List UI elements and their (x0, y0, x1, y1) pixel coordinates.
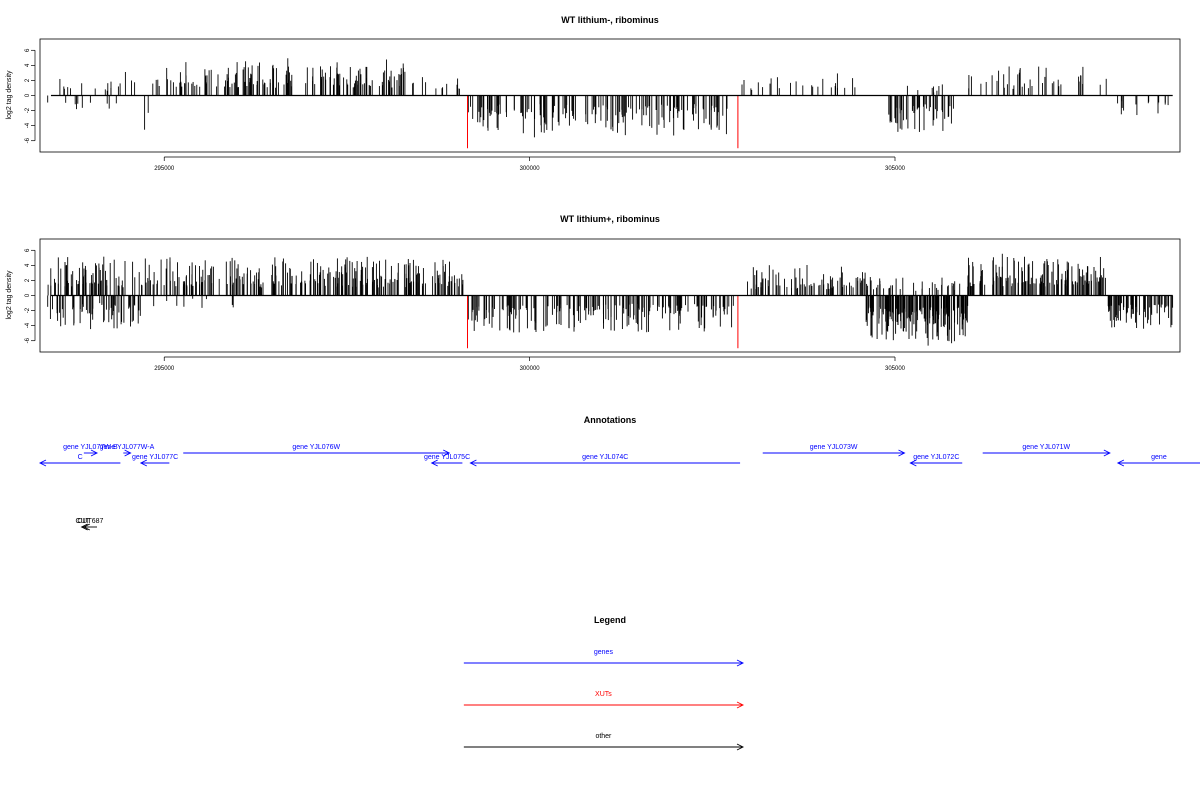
annotation-arrowhead (1103, 449, 1111, 457)
legend-item: genes (463, 649, 745, 667)
annotation-feature: gene YJL073W (762, 444, 906, 457)
y-tick-label: -2 (25, 307, 31, 313)
annotation-arrowhead (469, 459, 477, 467)
annotation-label: gene YJL073W (810, 444, 858, 451)
legend-label: XUTs (595, 691, 612, 698)
x-tick-label: 300000 (520, 166, 541, 172)
annotations-title: Annotations (584, 415, 637, 425)
annotation-feature: gene YJL077W-B (63, 444, 118, 457)
plot-frame (39, 238, 1181, 353)
annotation-arrowhead (124, 449, 132, 457)
plot-frame (39, 38, 1181, 153)
annotation-arrowhead (82, 523, 91, 531)
y-tick-label: 0 (25, 93, 31, 97)
annotation-feature: gene YJL074C (469, 454, 741, 467)
y-tick-label: 6 (25, 48, 31, 52)
annotation-label: gene (1151, 454, 1167, 461)
legend-items: genes XUTs other (463, 649, 745, 751)
annotation-feature: gene YJL077C (132, 454, 178, 467)
panel-title: WT lithium-, ribominus (561, 15, 659, 25)
annotation-feature: CUT687 (77, 518, 104, 531)
annotation-label: gene YJL074C (582, 454, 628, 461)
legend-arrowhead (736, 701, 745, 709)
y-tick-label: 2 (25, 278, 31, 282)
annotation-feature: gene YJL077W-A (100, 444, 155, 457)
annotation-arrowhead (443, 449, 451, 457)
annotation-feature: gene YJL076W (183, 444, 451, 457)
y-tick-label: -6 (25, 337, 31, 343)
annotation-arrowhead (38, 459, 47, 467)
annotation-arrowhead (90, 449, 99, 457)
annotation-label: gene YJL077W-A (100, 444, 155, 451)
annotation-label: CUT687 (77, 518, 103, 525)
y-tick-label: 0 (25, 293, 31, 297)
annotation-arrowhead (909, 459, 917, 467)
y-tick-label: 4 (25, 63, 31, 67)
legend-label: genes (594, 649, 614, 656)
x-tick-label: 305000 (885, 166, 906, 172)
annotation-feature: gene YJL071W (982, 444, 1111, 457)
annotation-arrowhead (1116, 459, 1125, 467)
panel-lithium-minus: WT lithium-, ribominus log2 tag density … (6, 15, 1181, 172)
legend-label: other (595, 733, 612, 740)
annotation-label: gene YJL071W (1022, 444, 1070, 451)
panel-title: WT lithium+, ribominus (560, 214, 660, 224)
annotation-label: gene YJL075C (424, 454, 470, 461)
axes: -6 -4 -2 0 2 4 6 295000 300000 305000 (25, 48, 906, 172)
y-tick-label: 4 (25, 263, 31, 267)
x-tick-label: 295000 (154, 366, 175, 372)
y-axis-label: log2 tag density (6, 270, 13, 320)
y-tick-label: -4 (25, 122, 31, 128)
axes: -6 -4 -2 0 2 4 6 295000 300000 305000 (25, 248, 906, 372)
annotation-label: CUT (76, 518, 91, 525)
annotation-feature: gene (1116, 454, 1200, 467)
annotation-label: C (78, 454, 83, 461)
y-tick-label: 2 (25, 78, 31, 82)
y-tick-label: -6 (25, 137, 31, 143)
legend-arrowhead (736, 659, 745, 667)
bar-group (47, 58, 1173, 149)
annotation-feature: gene YJL072C (909, 454, 963, 467)
x-tick-label: 300000 (520, 366, 541, 372)
annotation-arrowhead (430, 459, 438, 467)
y-tick-label: -2 (25, 107, 31, 113)
x-tick-label: 295000 (154, 166, 175, 172)
y-axis-label: log2 tag density (6, 70, 13, 120)
annotation-feature: C (38, 454, 121, 467)
annotation-arrowhead (80, 523, 88, 531)
panel-lithium-plus: WT lithium+, ribominus log2 tag density … (6, 214, 1181, 372)
bar-group (47, 253, 1174, 349)
annotation-arrowhead (139, 459, 148, 467)
y-tick-label: 6 (25, 248, 31, 252)
annotation-label: gene YJL077C (132, 454, 178, 461)
y-tick-label: -4 (25, 322, 31, 328)
annotation-arrowhead (898, 449, 906, 457)
x-tick-label: 305000 (885, 366, 906, 372)
legend-arrowhead (736, 743, 745, 751)
legend-item: XUTs (463, 691, 745, 709)
annotation-feature: gene YJL075C (424, 454, 470, 467)
legend-title: Legend (594, 615, 626, 625)
annotation-label: gene YJL077W-B (63, 444, 118, 451)
annotation-label: gene YJL076W (292, 444, 340, 451)
annotation-label: gene YJL072C (913, 454, 959, 461)
legend-item: other (463, 733, 745, 751)
legend: Legend genes XUTs other (463, 615, 745, 751)
